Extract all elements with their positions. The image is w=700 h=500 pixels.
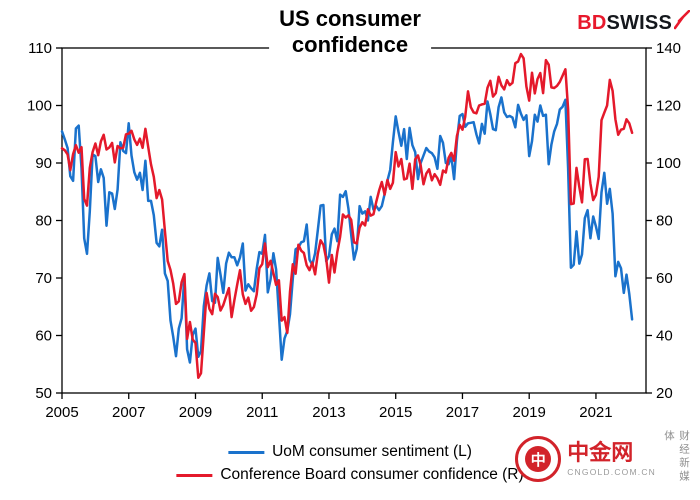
legend-marker-conference-board bbox=[176, 473, 213, 477]
uom-sentiment-line bbox=[60, 96, 634, 364]
x-axis-label: 2007 bbox=[112, 404, 145, 421]
watermark-domain: CNGOLD.COM.CN bbox=[567, 466, 656, 477]
legend-item-conference-board: Conference Board consumer confidence (R) bbox=[176, 466, 524, 484]
x-axis-label: 2017 bbox=[446, 404, 479, 421]
right-axis-label: 100 bbox=[656, 155, 681, 172]
watermark-tagline: 财经新媒体 bbox=[663, 430, 690, 484]
x-axis-label: 2019 bbox=[513, 404, 546, 421]
cngold-watermark: 中 中金网 CNGOLD.COM.CN 财经新媒体 bbox=[515, 430, 692, 488]
chart-title-line2: confidence bbox=[291, 31, 409, 57]
cngold-logo-glyph: 中 bbox=[525, 446, 552, 472]
chart-title: US consumer confidence bbox=[269, 6, 431, 58]
right-axis-label: 20 bbox=[656, 385, 673, 402]
cngold-logo-icon: 中 bbox=[515, 436, 562, 482]
right-axis-label: 60 bbox=[656, 270, 673, 287]
legend-label-conference-board: Conference Board consumer confidence (R) bbox=[220, 466, 524, 483]
chart-title-line1: US consumer bbox=[279, 6, 421, 31]
left-axis-label: 80 bbox=[35, 213, 52, 230]
x-axis-label: 2021 bbox=[579, 404, 612, 421]
left-axis-label: 110 bbox=[28, 40, 52, 57]
x-axis-label: 2013 bbox=[312, 404, 345, 421]
bdswiss-logo-bd: BD bbox=[577, 11, 607, 34]
legend-item-uom: UoM consumer sentiment (L) bbox=[228, 443, 472, 461]
left-axis-label: 50 bbox=[35, 385, 52, 402]
watermark-brand: 中金网 bbox=[567, 440, 634, 466]
right-axis-label: 120 bbox=[656, 98, 681, 115]
plot-frame bbox=[61, 47, 647, 394]
x-axis-label: 2011 bbox=[246, 404, 278, 421]
left-axis-label: 70 bbox=[35, 270, 52, 287]
legend-marker-uom bbox=[228, 450, 265, 454]
right-axis-label: 80 bbox=[656, 213, 673, 230]
legend: UoM consumer sentiment (L) Conference Bo… bbox=[176, 443, 524, 484]
left-axis-label: 90 bbox=[35, 155, 52, 172]
conference-board-line bbox=[60, 52, 634, 380]
left-axis-label: 100 bbox=[27, 98, 52, 115]
x-axis-label: 2009 bbox=[179, 404, 212, 421]
lightning-icon bbox=[673, 9, 691, 36]
x-axis-label: 2015 bbox=[379, 404, 412, 421]
bdswiss-logo: BD SWISS bbox=[577, 9, 691, 36]
right-axis-label: 40 bbox=[656, 328, 673, 345]
right-axis-label: 140 bbox=[656, 40, 681, 57]
bdswiss-logo-swiss: SWISS bbox=[606, 11, 672, 34]
x-axis-label: 2005 bbox=[45, 404, 78, 421]
left-axis-label: 60 bbox=[35, 328, 52, 345]
legend-label-uom: UoM consumer sentiment (L) bbox=[272, 443, 472, 460]
